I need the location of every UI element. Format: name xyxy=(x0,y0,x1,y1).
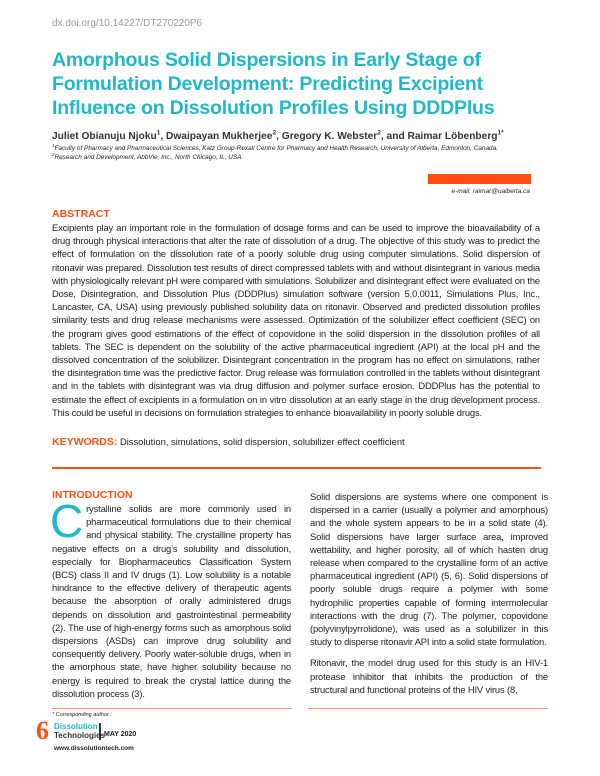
author: Gregory K. Webster2, and xyxy=(281,130,408,143)
footnote-divider xyxy=(308,708,548,709)
contact-email[interactable]: e-mail: raimar@ualberta.ca xyxy=(451,188,531,195)
author: Dwaipayan Mukherjee2, xyxy=(166,130,282,143)
journal-logo: Dissolution Technologies xyxy=(54,722,105,740)
accent-bar xyxy=(428,174,531,184)
introduction-paragraph: Solid dispersions are systems where one … xyxy=(310,491,548,648)
abstract-heading: ABSTRACT xyxy=(52,208,110,220)
keywords: KEYWORDS: Dissolution, simulations, soli… xyxy=(52,436,405,448)
article-title: Amorphous Solid Dispersions in Early Sta… xyxy=(52,49,495,119)
introduction-right-column: Solid dispersions are systems where one … xyxy=(310,490,548,704)
keywords-text: Dissolution, simulations, solid dispersi… xyxy=(117,436,405,447)
introduction-heading: INTRODUCTION xyxy=(52,489,133,501)
section-divider xyxy=(52,467,541,469)
doi-link[interactable]: dx.doi.org/10.14227/DT270220P6 xyxy=(52,18,203,29)
corresponding-author-note: * Corresponding author. xyxy=(52,712,111,718)
issue-date: MAY 2020 xyxy=(104,731,137,738)
author: Juliet Obianuju Njoku1, xyxy=(52,130,167,143)
affiliation: 1Faculty of Pharmacy and Pharmaceutical … xyxy=(52,143,498,153)
page-number: 6 xyxy=(36,716,49,745)
abstract-text: Excipients play an important role in the… xyxy=(52,222,540,418)
footnote-divider xyxy=(52,708,292,709)
author-list: Juliet Obianuju Njoku1, Dwaipayan Mukher… xyxy=(52,130,504,142)
introduction-paragraph: Ritonavir, the model drug used for this … xyxy=(310,657,548,695)
affiliation: 2Research and Development, AbbVie, Inc.,… xyxy=(52,152,244,162)
drop-cap: C xyxy=(50,495,84,547)
journal-website-link[interactable]: www.dissolutiontech.com xyxy=(54,745,134,752)
keywords-label: KEYWORDS: xyxy=(52,436,118,448)
introduction-paragraph: rystalline solids are more commonly used… xyxy=(52,503,291,699)
author: Raimar Löbenberg1* xyxy=(407,130,504,143)
logo-separator xyxy=(99,723,101,740)
